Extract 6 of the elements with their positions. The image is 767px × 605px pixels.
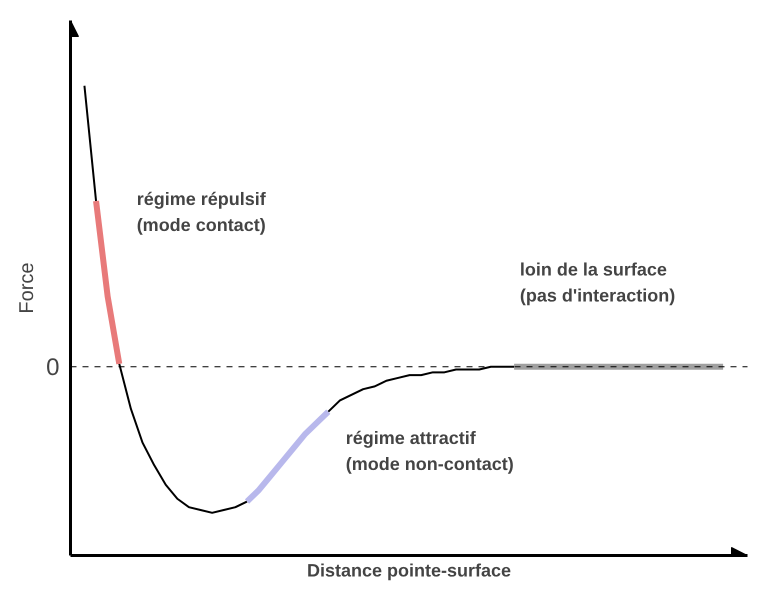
x-axis-title: Distance pointe-surface bbox=[306, 560, 512, 580]
annotation: régime attractif (mode non-contact) bbox=[346, 428, 514, 474]
ref-line-label: 0 bbox=[46, 354, 60, 382]
y-axis-title: Force bbox=[16, 262, 38, 314]
annotation: régime répulsif (mode contact) bbox=[136, 189, 267, 236]
annotation: loin de la surface (pas d'interaction) bbox=[520, 259, 676, 306]
